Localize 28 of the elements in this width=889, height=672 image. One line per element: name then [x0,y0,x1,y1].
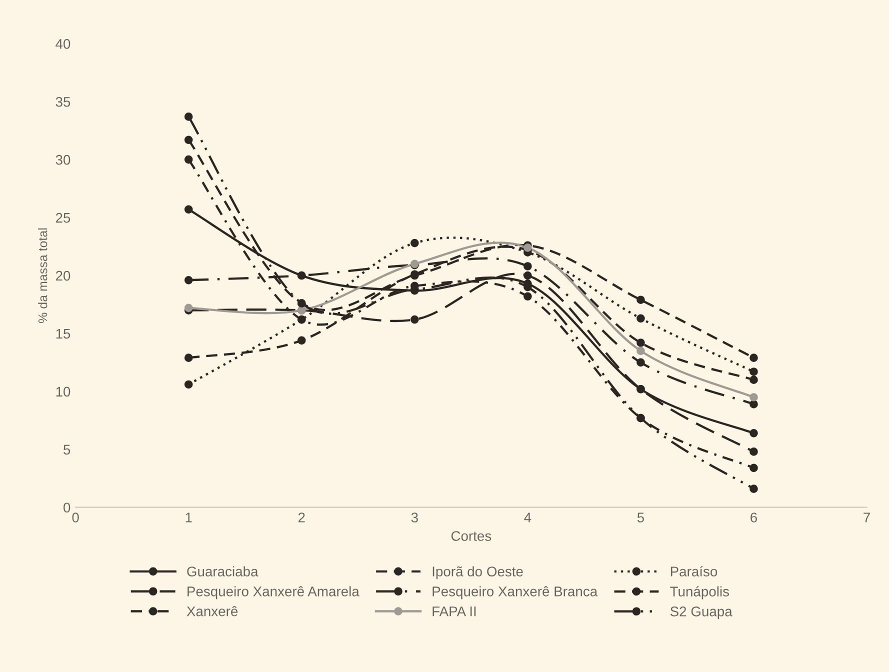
x-tick-label: 2 [298,512,305,522]
y-tick-label: 10 [56,386,70,397]
y-tick-label: 0 [64,502,70,513]
y-tick-label: 25 [56,212,70,223]
y-tick-label: 15 [56,328,70,339]
x-tick-label: 7 [864,512,870,522]
legend-label: Pesqueiro Xanxerê Branca [432,586,598,600]
x-tick-label: 6 [750,512,757,522]
x-tick-label: 0 [72,512,79,522]
legend-label: FAPA II [432,606,476,616]
y-tick-label: 30 [56,154,70,165]
legend-label: S2 Guapa [670,606,732,620]
legend-label: Guaraciaba [187,566,258,576]
legend-label: Xanxerê [186,606,238,616]
y-tick-label: 20 [56,270,70,281]
legend-label: Iporã do Oeste [432,566,523,580]
x-tick-label: 1 [186,512,192,522]
y-tick-label: 5 [64,444,70,455]
legend-label: Paraíso [670,566,718,576]
legend-label: Tunápolis [670,586,729,600]
x-axis-title: Cortes [451,531,492,541]
x-tick-label: 4 [524,512,532,522]
x-tick-label: 5 [637,512,644,522]
x-tick-label: 3 [411,512,418,522]
y-tick-label: 40 [56,39,70,49]
legend-label: Pesqueiro Xanxerê Amarela [188,586,360,600]
y-tick-label: 35 [56,96,70,107]
y-axis-title: % da massa total [38,228,48,324]
